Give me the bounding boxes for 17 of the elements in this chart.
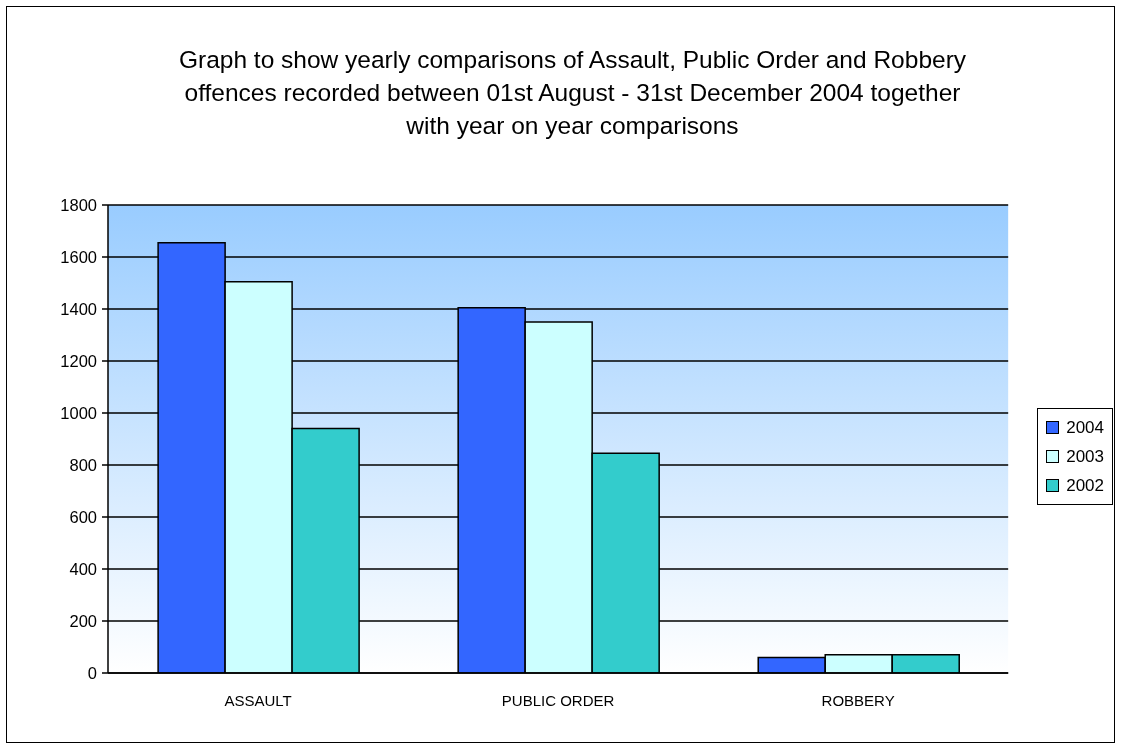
y-tick-label: 0 [87,663,97,682]
x-tick-label: ASSAULT [224,691,292,709]
y-tick-label: 600 [69,507,97,526]
legend-label: 2003 [1066,446,1104,467]
legend-label: 2002 [1066,475,1104,496]
legend-label: 2004 [1066,417,1104,438]
x-tick-label: ROBBERY [821,691,895,709]
y-tick-label: 400 [69,559,97,578]
y-tick-label: 200 [69,611,97,630]
chart-title: Graph to show yearly comparisons of Assault, Public Order and Robbery offences recorded between 01st August - 31st December 2004 together with year on year comparisons [177,45,968,141]
y-tick-label: 1400 [60,299,97,318]
y-tick-label: 1200 [60,351,97,370]
y-tick-label: 1600 [60,247,97,266]
y-tick-label: 1000 [60,403,97,422]
x-tick-label: PUBLIC ORDER [501,691,615,709]
y-tick-label: 1800 [60,195,97,214]
y-tick-label: 800 [69,455,97,474]
